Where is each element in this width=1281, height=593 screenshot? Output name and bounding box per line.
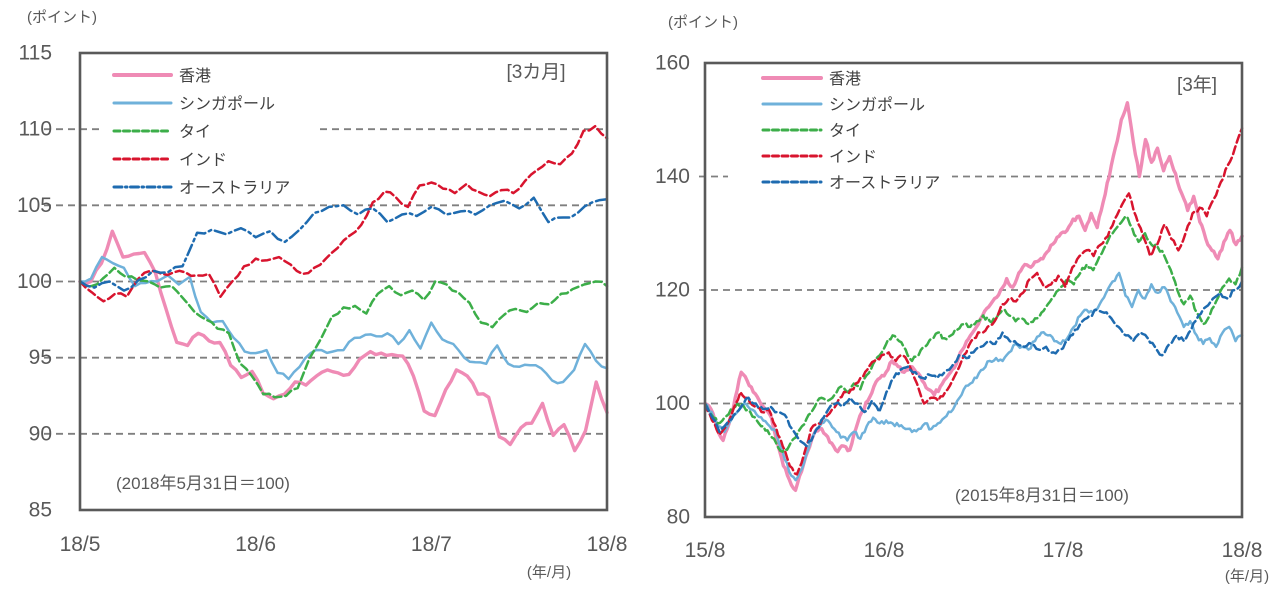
series-line-in <box>703 127 1244 476</box>
base-date-note: (2018年5月31日＝100) <box>116 474 290 493</box>
legend-label-hk: 香港 <box>829 70 861 88</box>
x-tick-label-18-7: 18/7 <box>411 533 452 556</box>
y-tick-label-100: 100 <box>17 270 52 293</box>
legend-item-th: タイ <box>761 122 861 140</box>
y-unit-label: (ポイント) <box>668 14 738 31</box>
x-tick-label-18-5: 18/5 <box>60 533 101 556</box>
y-tick-label-140: 140 <box>655 165 690 188</box>
legend-label-au: オーストラリア <box>179 180 290 197</box>
x-tick-label-18-8: 18/8 <box>1222 539 1263 562</box>
y-tick-label-80: 80 <box>667 506 690 529</box>
series-line-in <box>78 124 609 303</box>
period-label: [3カ月] <box>506 62 565 83</box>
series-line-sg <box>78 255 609 385</box>
x-unit-label: (年/月) <box>527 564 571 581</box>
base-date-note: (2015年8月31日＝100) <box>955 486 1129 505</box>
legend-item-sg: シンガポール <box>761 96 925 114</box>
x-tick-label-18-8: 18/8 <box>587 533 628 556</box>
legend-label-th: タイ <box>179 123 211 141</box>
plot-border <box>78 51 609 512</box>
y-tick-label-85: 85 <box>29 499 52 522</box>
series-line-hk <box>78 229 609 453</box>
x-tick-label-18-6: 18/6 <box>235 533 276 556</box>
legend-label-au: オーストラリア <box>829 175 940 192</box>
y-tick-label-95: 95 <box>29 346 52 369</box>
y-tick-label-100: 100 <box>655 392 690 415</box>
y-tick-label-110: 110 <box>19 118 52 141</box>
legend-background <box>100 57 318 201</box>
period-label: [3年] <box>1177 74 1217 96</box>
x-tick-label-16-8: 16/8 <box>864 539 905 562</box>
legend-item-au: オーストラリア <box>761 175 940 192</box>
y-tick-label-115: 115 <box>19 42 52 65</box>
legend-label-sg: シンガポール <box>179 95 275 113</box>
y-tick-label-160: 160 <box>655 52 690 75</box>
legend-label-th: タイ <box>829 122 861 140</box>
legend-item-hk: 香港 <box>112 67 211 85</box>
series-line-au <box>78 196 609 292</box>
x-tick-label-15-8: 15/8 <box>685 539 726 562</box>
series-line-au <box>703 280 1244 448</box>
legend-label-hk: 香港 <box>179 67 211 85</box>
x-unit-label: (年/月) <box>1225 568 1269 585</box>
series-line-th <box>78 266 609 399</box>
legend-label-sg: シンガポール <box>829 96 925 114</box>
x-tick-label-17-8: 17/8 <box>1043 539 1084 562</box>
legend-label-in: インド <box>829 149 877 166</box>
y-unit-label: (ポイント) <box>27 9 97 26</box>
legend-item-in: インド <box>112 152 227 169</box>
y-tick-label-105: 105 <box>17 194 52 217</box>
y-tick-label-120: 120 <box>655 279 690 302</box>
legend-item-in: インド <box>761 149 877 166</box>
y-tick-label-90: 90 <box>29 422 52 445</box>
series-line-hk <box>703 101 1244 492</box>
legend-item-sg: シンガポール <box>112 95 275 113</box>
legend-label-in: インド <box>179 152 227 169</box>
legend-item-au: オーストラリア <box>112 180 290 197</box>
plot-border <box>703 61 1244 519</box>
series-line-th <box>703 214 1244 453</box>
legend-item-hk: 香港 <box>761 70 861 88</box>
series-line-sg <box>703 271 1244 482</box>
legend-item-th: タイ <box>112 123 211 141</box>
